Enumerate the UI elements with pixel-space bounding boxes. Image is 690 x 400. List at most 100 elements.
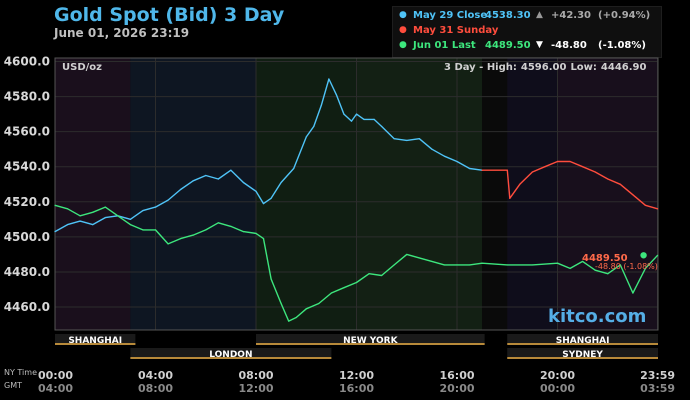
data-point [167, 199, 169, 201]
legend-entry: ● May 31 Sunday [393, 25, 661, 39]
low-label: Low: [570, 62, 597, 73]
legend-dot-icon: ● [399, 10, 407, 20]
data-point [582, 166, 584, 168]
unit-label: USD/oz [62, 62, 102, 73]
data-point [373, 118, 375, 120]
data-point [129, 224, 131, 226]
data-point [79, 215, 81, 217]
data-point [129, 218, 131, 220]
y-tick-label: 4480.0 [4, 265, 50, 279]
ny-time-label: NY Time [4, 368, 37, 377]
data-point [270, 197, 272, 199]
session-bar-top [507, 334, 658, 345]
x-tick-label-ny: 23:59 [640, 369, 675, 382]
x-tick-label-gmt: 03:59 [640, 382, 675, 395]
legend-label: Jun 01 Last [413, 40, 476, 51]
data-point [255, 232, 257, 234]
data-point [262, 202, 265, 205]
data-point [355, 113, 358, 115]
data-point [242, 231, 245, 233]
x-tick-label-ny: 16:00 [439, 369, 474, 382]
session-label: LONDON [209, 350, 252, 360]
session-label: SHANGHAI [68, 336, 122, 346]
data-point [328, 78, 330, 80]
brand-watermark: kitco.com [548, 306, 647, 327]
data-point [355, 281, 358, 284]
data-point [619, 183, 621, 185]
data-point [242, 181, 245, 184]
data-point [318, 302, 320, 305]
data-point [205, 229, 207, 231]
x-tick-label-gmt: 16:00 [339, 382, 374, 395]
data-point [594, 171, 596, 173]
data-point [431, 148, 433, 150]
data-point [230, 225, 232, 227]
data-point [117, 215, 119, 217]
data-point [656, 208, 659, 210]
chart-series [54, 78, 659, 322]
data-point [569, 267, 571, 270]
session-bar-bottom [507, 348, 658, 359]
session-bar-underline [130, 357, 332, 359]
session-label: SHANGHAI [556, 336, 610, 346]
data-point [656, 254, 659, 256]
data-point [270, 278, 272, 280]
legend-label: May 31 Sunday [413, 25, 499, 36]
legend-change: -48.80 [551, 40, 587, 51]
data-point [104, 206, 106, 208]
data-point [142, 229, 144, 231]
session-band [55, 58, 131, 330]
data-point [381, 125, 383, 127]
data-point [468, 167, 471, 170]
plot-frame [54, 57, 659, 331]
session-band [557, 58, 658, 330]
data-point [368, 273, 370, 275]
legend-percent: (-1.08%) [598, 40, 646, 51]
data-point [343, 113, 345, 115]
data-point [607, 273, 609, 275]
data-point [506, 169, 508, 171]
chart-axes: 4460.0 4480.0 4500.0 4520.0 4540.0 4560.0 4580… [4, 55, 675, 395]
data-point [443, 155, 446, 157]
down-arrow-icon: ▼ [536, 40, 543, 50]
data-point [406, 139, 408, 142]
data-point [167, 243, 169, 245]
data-point [594, 269, 596, 271]
data-point [556, 160, 559, 163]
data-point [305, 136, 307, 138]
chart-timestamp: June 01, 2026 23:19 [54, 26, 190, 40]
legend-box: ● May 29 Close 4538.30 ▲ +42.30 (+0.94%) ● May … [392, 6, 662, 58]
data-point [280, 302, 282, 305]
x-tick-label-ny: 08:00 [238, 369, 273, 382]
x-tick-label-gmt: 00:00 [540, 382, 575, 395]
session-bar-top [256, 334, 485, 345]
data-point [305, 308, 307, 310]
y-tick-label: 4560.0 [4, 125, 50, 139]
data-point [288, 320, 290, 322]
data-point [280, 181, 282, 184]
session-bar-underline [507, 357, 658, 359]
y-tick-label: 4540.0 [4, 160, 50, 174]
data-point [154, 206, 157, 208]
session-bar-underline [507, 343, 658, 345]
chart-title: Gold Spot (Bid) 3 Day [54, 4, 285, 26]
x-tick-label-gmt: 08:00 [138, 382, 173, 395]
data-point [217, 222, 219, 224]
legend-dot-icon: ● [399, 25, 407, 35]
x-tick-label-ny: 20:00 [540, 369, 575, 382]
legend-value: 4489.50 [485, 40, 531, 51]
data-point [644, 204, 647, 206]
data-point [644, 267, 647, 270]
data-point [506, 264, 508, 266]
data-point [313, 125, 315, 127]
data-point [66, 224, 69, 226]
range-label: 3 Day - High: [444, 62, 517, 73]
session-band [482, 58, 508, 330]
legend-percent: (+0.94%) [598, 10, 651, 21]
data-point [180, 238, 182, 240]
y-tick-label: 4580.0 [4, 90, 50, 104]
legend-change: +42.30 [551, 10, 592, 21]
data-point [456, 264, 458, 266]
data-point [54, 231, 56, 233]
